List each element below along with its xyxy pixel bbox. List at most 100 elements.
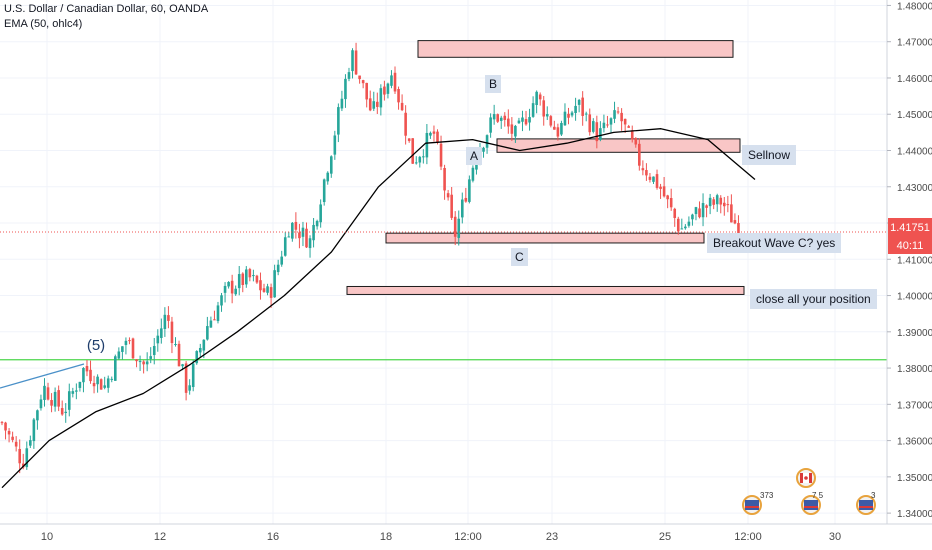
candle-body (191, 363, 195, 388)
candle-body (117, 351, 121, 359)
candle-body (276, 264, 280, 273)
zone-breakout[interactable] (385, 232, 705, 244)
wave-a-label: A (466, 147, 483, 165)
event-badge[interactable] (796, 468, 816, 488)
candle-body (383, 86, 386, 95)
candle-body (361, 80, 365, 84)
candle-body (503, 115, 507, 120)
candle-body (145, 361, 149, 365)
trendline[interactable] (0, 363, 85, 389)
candle-body (708, 197, 712, 207)
candle-body (181, 364, 184, 367)
trendline-group[interactable] (0, 363, 85, 389)
candle-body (570, 112, 574, 116)
bar-countdown: 40:11 (897, 240, 924, 252)
candle-body (326, 172, 330, 182)
time-axis[interactable]: 10 12 16 18 12:00 23 25 12:00 30 (41, 531, 841, 543)
candle-body (344, 78, 347, 100)
candle-body (96, 376, 99, 385)
zone-sell[interactable] (496, 138, 741, 153)
candle-body (737, 223, 740, 239)
price-axis[interactable]: 1.34000 1.35000 1.36000 1.37000 1.38000 1.390… (887, 1, 932, 520)
candle-body (368, 98, 372, 111)
event-badge[interactable]: 7 5 (801, 491, 824, 515)
candle-body (365, 82, 368, 100)
candle-body (599, 128, 602, 140)
candle-body (39, 399, 43, 409)
candle-body (156, 335, 160, 344)
candle-body (280, 256, 284, 265)
candle-body (581, 97, 584, 116)
candle-body (475, 161, 478, 170)
candle-body (21, 463, 25, 468)
candle-body (676, 218, 680, 232)
candle-body (726, 204, 730, 206)
candle-body (248, 269, 252, 278)
candle-body (262, 288, 266, 292)
candle-body (46, 387, 50, 400)
price-tick-label: 1.46000 (897, 74, 932, 85)
candle-body (591, 121, 595, 132)
candle-body (230, 280, 234, 294)
price-tick-label: 1.48000 (897, 1, 932, 12)
candle-body (32, 419, 36, 442)
candle-body (82, 368, 85, 383)
candle-body (400, 102, 404, 111)
candle-body (227, 281, 230, 287)
candle-body (36, 410, 39, 421)
candle-body (4, 422, 7, 431)
time-tick-label: 12 (154, 531, 166, 543)
candle-body (613, 110, 616, 119)
indicator-title[interactable]: EMA (50, ohlc4) (4, 18, 83, 30)
symbol-title[interactable]: U.S. Dollar / Canadian Dollar, 60, OANDA (4, 3, 209, 15)
candle-body (485, 135, 489, 148)
candle-body (259, 280, 262, 291)
us-flag-icon (745, 500, 759, 510)
event-badge[interactable]: 373 (742, 491, 774, 515)
zone-group[interactable] (346, 40, 745, 295)
candle-body (531, 103, 535, 117)
event-count: 3 (871, 491, 876, 500)
candle-body (237, 274, 241, 289)
event-badges[interactable]: 373 7 5 3 (742, 468, 876, 515)
price-tick-label: 1.37000 (897, 400, 932, 411)
candle-body (510, 124, 514, 134)
candle-body (167, 315, 170, 321)
candle-body (99, 379, 103, 390)
zone-resistance[interactable] (417, 40, 734, 58)
candle-body (662, 186, 666, 197)
candle-body (163, 314, 167, 329)
wave-b-label: B (485, 75, 502, 93)
candle-body (354, 50, 358, 75)
candle-body (623, 118, 627, 125)
candle-body (114, 356, 117, 381)
candle-body (404, 112, 407, 136)
candle-body (121, 346, 124, 352)
candle-body (545, 114, 549, 117)
candle-body (347, 72, 351, 79)
candle-body (556, 127, 560, 137)
candle-body (128, 340, 131, 342)
price-tick-label: 1.38000 (897, 364, 932, 375)
price-tick-label: 1.47000 (897, 38, 932, 49)
candle-body (719, 197, 723, 205)
chart-legend: U.S. Dollar / Canadian Dollar, 60, OANDA… (4, 2, 208, 32)
candle-body (89, 369, 92, 382)
grid-lines (0, 0, 887, 524)
ema-line[interactable] (1, 128, 756, 489)
candle-body (712, 199, 715, 205)
candle-body (397, 89, 400, 103)
candle-body (188, 385, 191, 391)
candle-body (131, 338, 135, 359)
candle-body (482, 147, 485, 152)
event-badge[interactable]: 3 (856, 491, 876, 515)
zone-target[interactable] (346, 285, 745, 295)
candle-body (588, 114, 592, 133)
candle-body (319, 204, 322, 223)
price-tick-label: 1.43000 (897, 183, 932, 194)
candle-body (733, 220, 737, 224)
candle-body (7, 430, 11, 435)
candle-body (669, 198, 673, 208)
